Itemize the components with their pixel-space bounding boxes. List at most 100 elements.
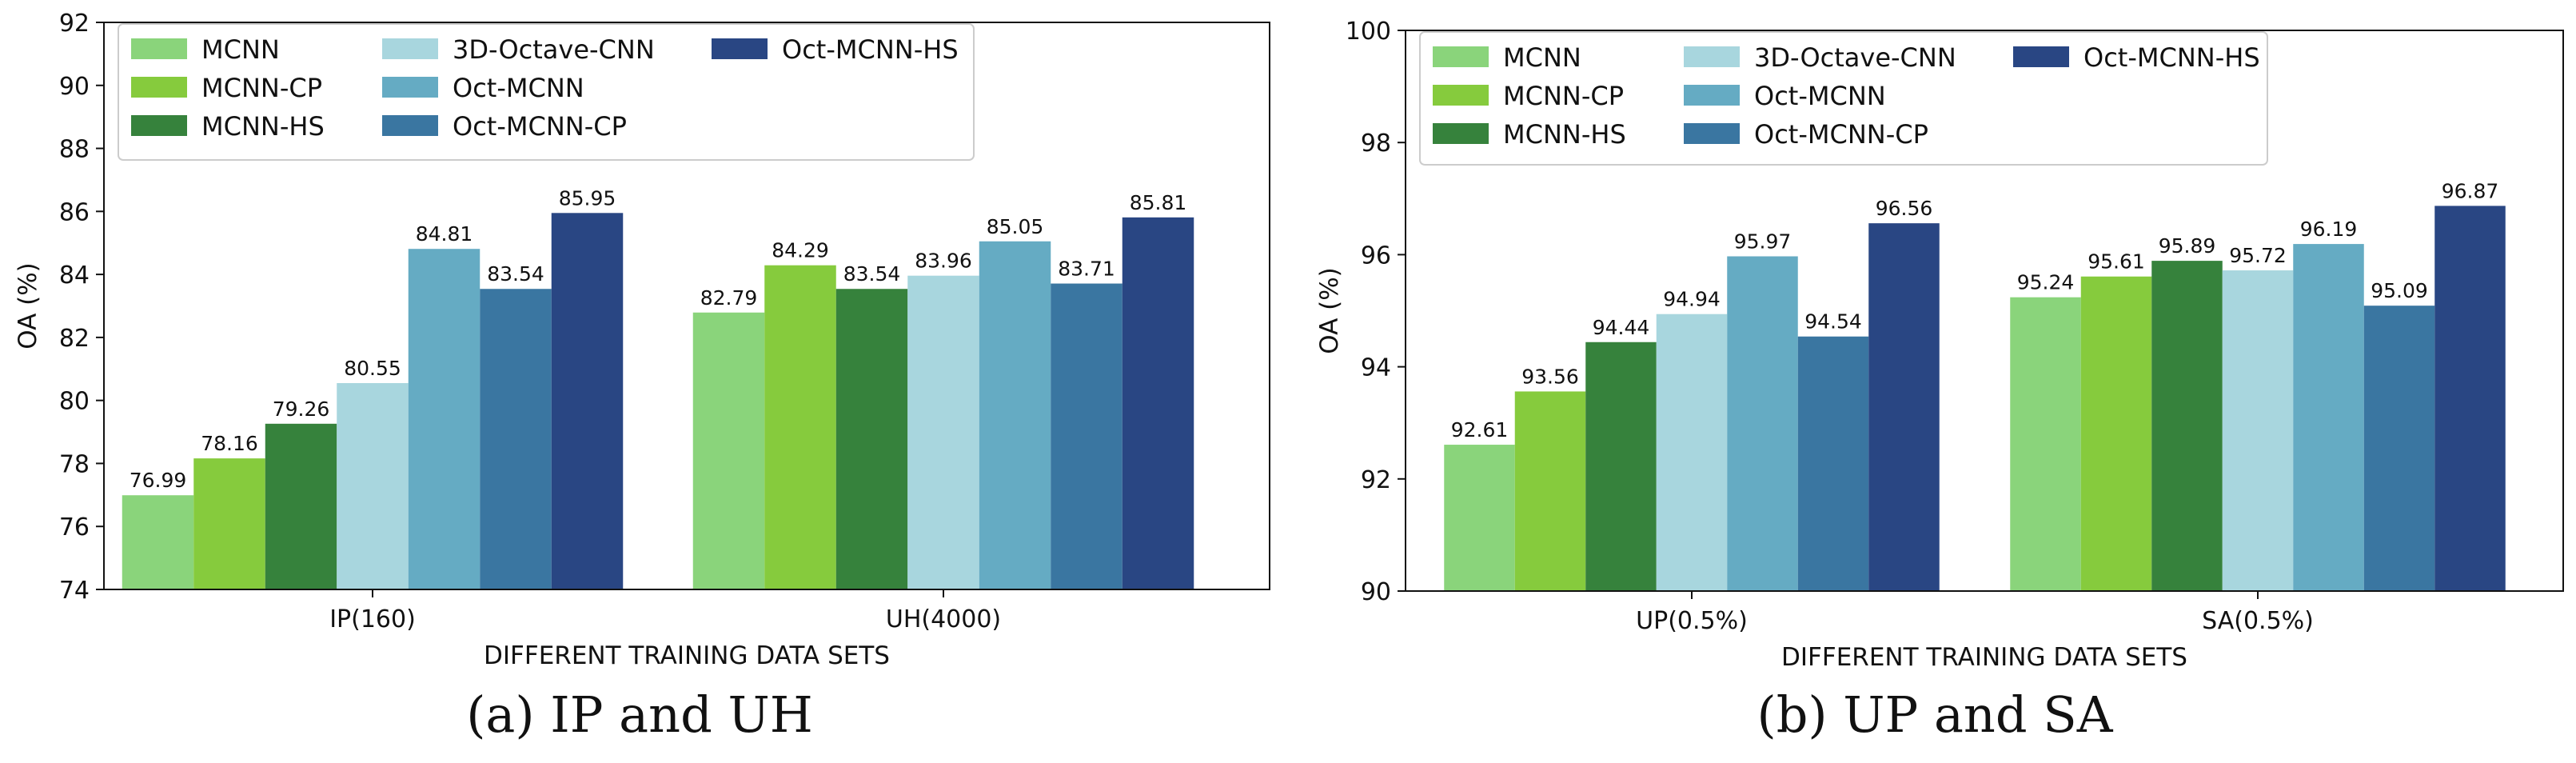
legend-swatch-oct-mcnn-hs <box>712 38 768 59</box>
bar-mcnn-1 <box>692 312 765 589</box>
legend-swatch-mcnn-cp <box>1433 85 1489 106</box>
legend-entry: Oct-MCNN-CP <box>1754 119 1928 150</box>
axes-frame <box>1405 30 2564 592</box>
x-axis-label: DIFFERENT TRAINING DATA SETS <box>1781 643 2187 672</box>
axes-frame <box>103 22 1270 590</box>
data-label: 94.94 <box>1663 288 1721 311</box>
y-tick-label: 82 <box>59 325 90 353</box>
bar-mcnn-cp-0 <box>1514 391 1586 591</box>
y-tick-label: 98 <box>1361 130 1391 158</box>
y-tick-label: 86 <box>59 198 90 226</box>
bar-oct-mcnn-0 <box>1727 256 1798 591</box>
y-tick-label: 94 <box>1361 354 1391 382</box>
bar-oct-mcnn-cp-1 <box>1051 283 1123 589</box>
data-label: 78.16 <box>201 432 258 455</box>
x-tick-label: SA(0.5%) <box>2202 607 2314 635</box>
bar-mcnn-1 <box>2010 297 2081 591</box>
subfigure-caption: (b) UP and SA <box>1757 685 2114 744</box>
bar-oct-mcnn-hs-0 <box>1868 223 1940 591</box>
bar-mcnn-hs-1 <box>2151 261 2223 591</box>
y-axis-label: OA (%) <box>14 262 42 350</box>
legend-swatch-mcnn-hs <box>131 115 187 136</box>
y-tick-label: 74 <box>59 577 90 605</box>
x-tick-label: UP(0.5%) <box>1636 607 1748 635</box>
legend-swatch-mcnn <box>1433 46 1489 67</box>
y-tick-label: 96 <box>1361 242 1391 270</box>
legend-swatch-3d-octave-cnn <box>1684 46 1740 67</box>
bar-3d-octave-cnn-0 <box>337 383 409 589</box>
y-tick-label: 90 <box>59 73 90 101</box>
bar-mcnn-0 <box>1444 445 1515 591</box>
legend-swatch-oct-mcnn <box>1684 85 1740 106</box>
legend-swatch-mcnn-cp <box>131 77 187 98</box>
data-label: 95.09 <box>2371 279 2428 302</box>
bar-mcnn-hs-0 <box>265 423 337 589</box>
data-label: 79.26 <box>273 397 330 421</box>
bar-mcnn-0 <box>122 495 194 589</box>
subfigure-caption: (a) IP and UH <box>466 685 813 744</box>
legend-entry: Oct-MCNN-HS <box>782 34 959 65</box>
bar-oct-mcnn-hs-0 <box>551 213 624 589</box>
y-tick-label: 84 <box>59 262 90 290</box>
y-tick-label: 78 <box>59 450 90 478</box>
data-label: 85.81 <box>1130 191 1187 214</box>
bar-oct-mcnn-cp-0 <box>480 289 552 589</box>
bar-oct-mcnn-1 <box>979 241 1051 589</box>
data-label: 85.95 <box>559 186 616 210</box>
data-label: 96.87 <box>2442 179 2499 202</box>
legend-entry: Oct-MCNN <box>1754 81 1886 111</box>
legend-swatch-oct-mcnn-cp <box>1684 123 1740 144</box>
bar-mcnn-cp-1 <box>2080 276 2152 591</box>
data-label: 95.72 <box>2229 244 2287 267</box>
y-tick-label: 92 <box>1361 466 1391 494</box>
legend-entry: 3D-Octave-CNN <box>1754 42 1956 73</box>
bar-oct-mcnn-cp-1 <box>2363 306 2435 591</box>
data-label: 84.29 <box>772 239 829 262</box>
data-label: 84.81 <box>416 222 473 246</box>
bar-mcnn-hs-1 <box>835 289 908 589</box>
y-tick-label: 80 <box>59 388 90 416</box>
data-label: 83.96 <box>915 250 972 273</box>
chart-panel-a: 76.99 78.16 79.26 80.55 84.81 83.54 85.95 IP(16… <box>14 10 1270 744</box>
legend-entry: Oct-MCNN-HS <box>2084 42 2260 73</box>
legend-entry: MCNN-HS <box>1503 119 1626 150</box>
legend-entry: Oct-MCNN-CP <box>453 111 627 142</box>
bar-oct-mcnn-cp-0 <box>1797 336 1869 591</box>
y-axis-label: OA (%) <box>1315 267 1344 354</box>
bar-mcnn-cp-1 <box>764 265 836 589</box>
y-tick-label: 90 <box>1361 578 1391 606</box>
bar-mcnn-hs-0 <box>1585 342 1657 591</box>
data-label: 96.19 <box>2300 218 2358 241</box>
legend-swatch-mcnn <box>131 38 187 59</box>
legend-entry: MCNN-HS <box>201 111 325 142</box>
legend-entry: MCNN-CP <box>201 73 322 103</box>
y-tick-label: 88 <box>59 136 90 164</box>
bar-oct-mcnn-hs-1 <box>1122 217 1194 589</box>
data-label: 93.56 <box>1521 365 1579 388</box>
legend-swatch-3d-octave-cnn <box>382 38 438 59</box>
bar-3d-octave-cnn-1 <box>2222 270 2294 591</box>
legend-entry: MCNN-CP <box>1503 81 1624 111</box>
bar-3d-octave-cnn-1 <box>907 275 979 589</box>
data-label: 95.61 <box>2088 250 2145 274</box>
legend-swatch-mcnn-hs <box>1433 123 1489 144</box>
x-tick-label: IP(160) <box>329 605 416 633</box>
bar-mcnn-cp-0 <box>193 458 265 589</box>
data-label: 85.05 <box>987 215 1044 238</box>
legend-entry: MCNN <box>201 34 280 65</box>
x-tick-label: UH(4000) <box>886 605 1001 633</box>
data-label: 80.55 <box>344 357 401 380</box>
legend-swatch-oct-mcnn <box>382 77 438 98</box>
bar-3d-octave-cnn-0 <box>1656 314 1728 591</box>
y-tick-label: 76 <box>59 513 90 541</box>
data-label: 83.71 <box>1058 258 1115 281</box>
data-label: 82.79 <box>700 286 758 310</box>
data-label: 94.44 <box>1593 316 1650 339</box>
chart-panel-b: 92.61 93.56 94.44 94.94 95.97 94.54 96.56 UP(0.… <box>1315 18 2564 744</box>
data-label: 94.54 <box>1804 310 1862 334</box>
data-label: 95.97 <box>1734 230 1792 254</box>
data-label: 95.24 <box>2017 271 2075 294</box>
bar-oct-mcnn-0 <box>408 249 481 589</box>
legend-swatch-oct-mcnn-hs <box>2013 46 2069 67</box>
